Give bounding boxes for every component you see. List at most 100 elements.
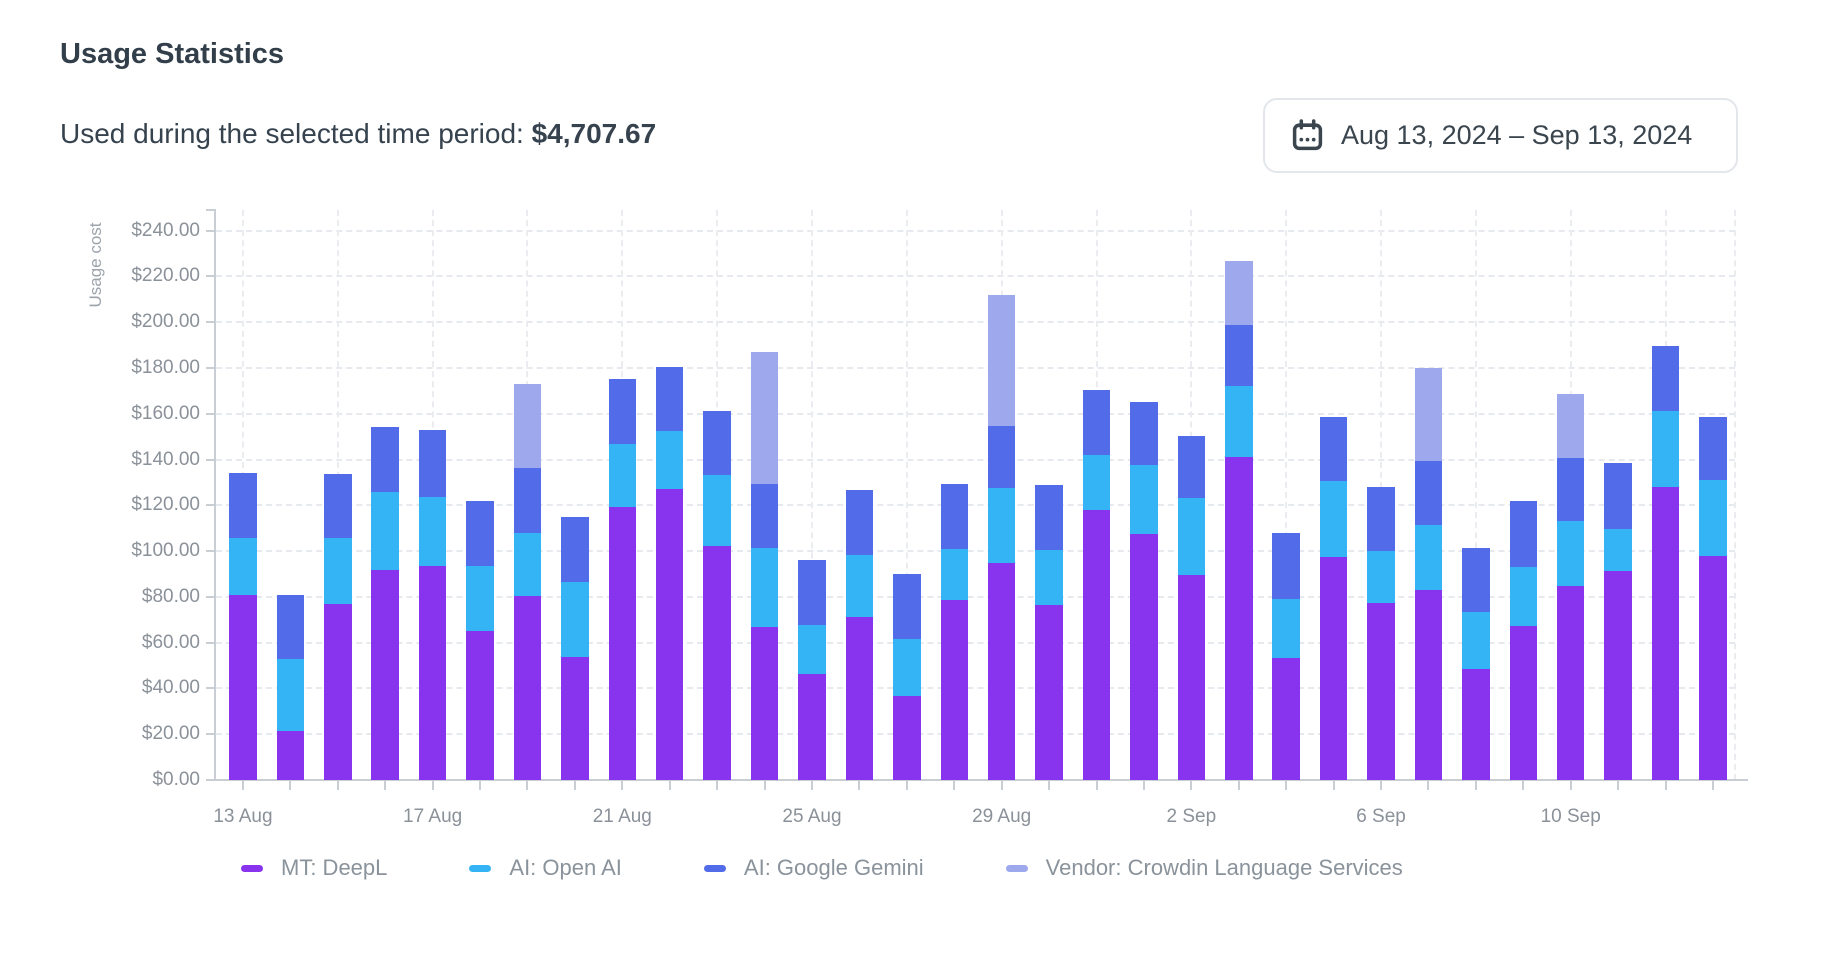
bar-11-sep[interactable] [1604, 463, 1632, 780]
bar-segment-mt-deepl[interactable] [229, 594, 257, 780]
bar-segment-ai-open-ai[interactable] [750, 548, 779, 628]
bar-segment-vendor-crowdin-language-services[interactable] [1414, 368, 1443, 461]
bar-segment-ai-open-ai[interactable] [371, 491, 399, 570]
bar-segment-ai-google-gemini[interactable] [1367, 486, 1395, 551]
bar-7-sep[interactable] [1414, 368, 1443, 780]
bar-segment-ai-google-gemini[interactable] [1462, 548, 1490, 612]
bar-segment-ai-open-ai[interactable] [1225, 386, 1253, 457]
bar-segment-mt-deepl[interactable] [1130, 534, 1158, 780]
bar-15-aug[interactable] [324, 474, 352, 780]
bar-6-sep[interactable] [1367, 486, 1395, 780]
bar-segment-ai-google-gemini[interactable] [1177, 436, 1206, 498]
bar-segment-ai-open-ai[interactable] [1604, 528, 1632, 572]
bar-segment-ai-google-gemini[interactable] [1604, 463, 1632, 529]
bar-5-sep[interactable] [1319, 416, 1348, 780]
bar-8-sep[interactable] [1462, 548, 1490, 780]
bar-segment-mt-deepl[interactable] [1414, 589, 1443, 780]
bar-segment-ai-open-ai[interactable] [1699, 479, 1727, 556]
bar-segment-ai-open-ai[interactable] [561, 582, 589, 658]
bar-segment-ai-open-ai[interactable] [1272, 598, 1300, 658]
bar-segment-mt-deepl[interactable] [324, 603, 352, 780]
bar-segment-ai-open-ai[interactable] [798, 625, 826, 674]
bar-segment-vendor-crowdin-language-services[interactable] [987, 294, 1016, 426]
bar-segment-ai-google-gemini[interactable] [798, 560, 826, 626]
bar-12-sep[interactable] [1651, 346, 1680, 780]
bar-segment-ai-google-gemini[interactable] [1130, 402, 1158, 466]
bar-14-aug[interactable] [276, 595, 305, 780]
bar-segment-mt-deepl[interactable] [1699, 555, 1727, 780]
bar-segment-ai-open-ai[interactable] [1651, 411, 1680, 488]
bar-segment-ai-open-ai[interactable] [1462, 611, 1490, 669]
bar-24-aug[interactable] [750, 352, 779, 780]
bar-segment-ai-open-ai[interactable] [893, 638, 921, 697]
bar-segment-ai-google-gemini[interactable] [418, 429, 447, 497]
bar-segment-ai-google-gemini[interactable] [466, 500, 494, 567]
bar-26-aug[interactable] [845, 490, 874, 780]
bar-segment-ai-google-gemini[interactable] [750, 483, 779, 549]
bar-segment-mt-deepl[interactable] [1556, 586, 1585, 780]
bar-segment-mt-deepl[interactable] [655, 489, 684, 780]
bar-segment-mt-deepl[interactable] [893, 696, 921, 780]
bar-4-sep[interactable] [1272, 533, 1300, 780]
bar-segment-mt-deepl[interactable] [987, 562, 1016, 780]
date-range-picker-button[interactable]: Aug 13, 2024 – Sep 13, 2024 [1263, 98, 1738, 173]
bar-segment-mt-deepl[interactable] [608, 507, 637, 780]
bar-segment-vendor-crowdin-language-services[interactable] [1556, 394, 1585, 459]
bar-segment-mt-deepl[interactable] [750, 627, 779, 780]
bar-segment-mt-deepl[interactable] [1035, 604, 1063, 780]
bar-19-aug[interactable] [513, 384, 542, 780]
legend-item-mt-deepl[interactable]: MT: DeepL [241, 855, 387, 881]
bar-29-aug[interactable] [987, 294, 1016, 780]
bar-segment-mt-deepl[interactable] [1604, 571, 1632, 780]
bar-segment-mt-deepl[interactable] [1367, 603, 1395, 780]
bar-13-aug[interactable] [229, 473, 257, 780]
bar-segment-ai-google-gemini[interactable] [893, 573, 921, 639]
bar-segment-ai-open-ai[interactable] [703, 474, 731, 547]
bar-segment-mt-deepl[interactable] [1225, 456, 1253, 780]
bar-segment-ai-open-ai[interactable] [513, 532, 542, 596]
bar-segment-mt-deepl[interactable] [798, 674, 826, 780]
bar-segment-mt-deepl[interactable] [418, 565, 447, 780]
bar-segment-mt-deepl[interactable] [1177, 575, 1206, 780]
bar-9-sep[interactable] [1509, 501, 1538, 780]
bar-segment-ai-google-gemini[interactable] [1651, 346, 1680, 412]
bar-20-aug[interactable] [561, 516, 589, 780]
bar-27-aug[interactable] [893, 573, 921, 780]
bar-13-sep[interactable] [1699, 416, 1727, 780]
bar-17-aug[interactable] [418, 429, 447, 780]
bar-segment-mt-deepl[interactable] [466, 630, 494, 780]
bar-segment-ai-google-gemini[interactable] [324, 474, 352, 539]
bar-segment-mt-deepl[interactable] [513, 595, 542, 780]
bar-10-sep[interactable] [1556, 394, 1585, 780]
bar-segment-vendor-crowdin-language-services[interactable] [1225, 260, 1253, 325]
bar-segment-ai-google-gemini[interactable] [1509, 501, 1538, 568]
bar-segment-ai-google-gemini[interactable] [1556, 458, 1585, 522]
legend-item-ai-google-gemini[interactable]: AI: Google Gemini [703, 855, 924, 881]
bar-segment-ai-open-ai[interactable] [608, 443, 637, 508]
bar-22-aug[interactable] [655, 367, 684, 780]
bar-segment-ai-open-ai[interactable] [1130, 465, 1158, 535]
bar-segment-ai-open-ai[interactable] [1319, 480, 1348, 558]
bar-segment-mt-deepl[interactable] [1462, 668, 1490, 780]
bar-segment-mt-deepl[interactable] [1272, 657, 1300, 780]
bar-25-aug[interactable] [798, 560, 826, 780]
bar-segment-ai-open-ai[interactable] [466, 566, 494, 631]
bar-segment-ai-open-ai[interactable] [418, 496, 447, 566]
bar-segment-mt-deepl[interactable] [703, 546, 731, 780]
bar-2-sep[interactable] [1177, 436, 1206, 780]
bar-segment-mt-deepl[interactable] [1509, 626, 1538, 780]
bar-segment-ai-open-ai[interactable] [276, 659, 305, 731]
legend-item-vendor-crowdin-language-services[interactable]: Vendor: Crowdin Language Services [1005, 855, 1403, 881]
bar-segment-ai-open-ai[interactable] [987, 488, 1016, 563]
bar-segment-ai-google-gemini[interactable] [940, 484, 968, 549]
bar-segment-ai-open-ai[interactable] [655, 431, 684, 490]
bar-segment-ai-open-ai[interactable] [1035, 549, 1063, 605]
bar-segment-ai-google-gemini[interactable] [229, 473, 257, 539]
bar-segment-ai-open-ai[interactable] [1556, 521, 1585, 587]
bar-31-aug[interactable] [1082, 389, 1111, 780]
bar-segment-ai-google-gemini[interactable] [845, 490, 874, 555]
bar-segment-ai-open-ai[interactable] [1367, 550, 1395, 604]
bar-segment-ai-google-gemini[interactable] [1225, 324, 1253, 387]
legend-item-ai-open-ai[interactable]: AI: Open AI [469, 855, 622, 881]
bar-segment-ai-open-ai[interactable] [1414, 524, 1443, 590]
